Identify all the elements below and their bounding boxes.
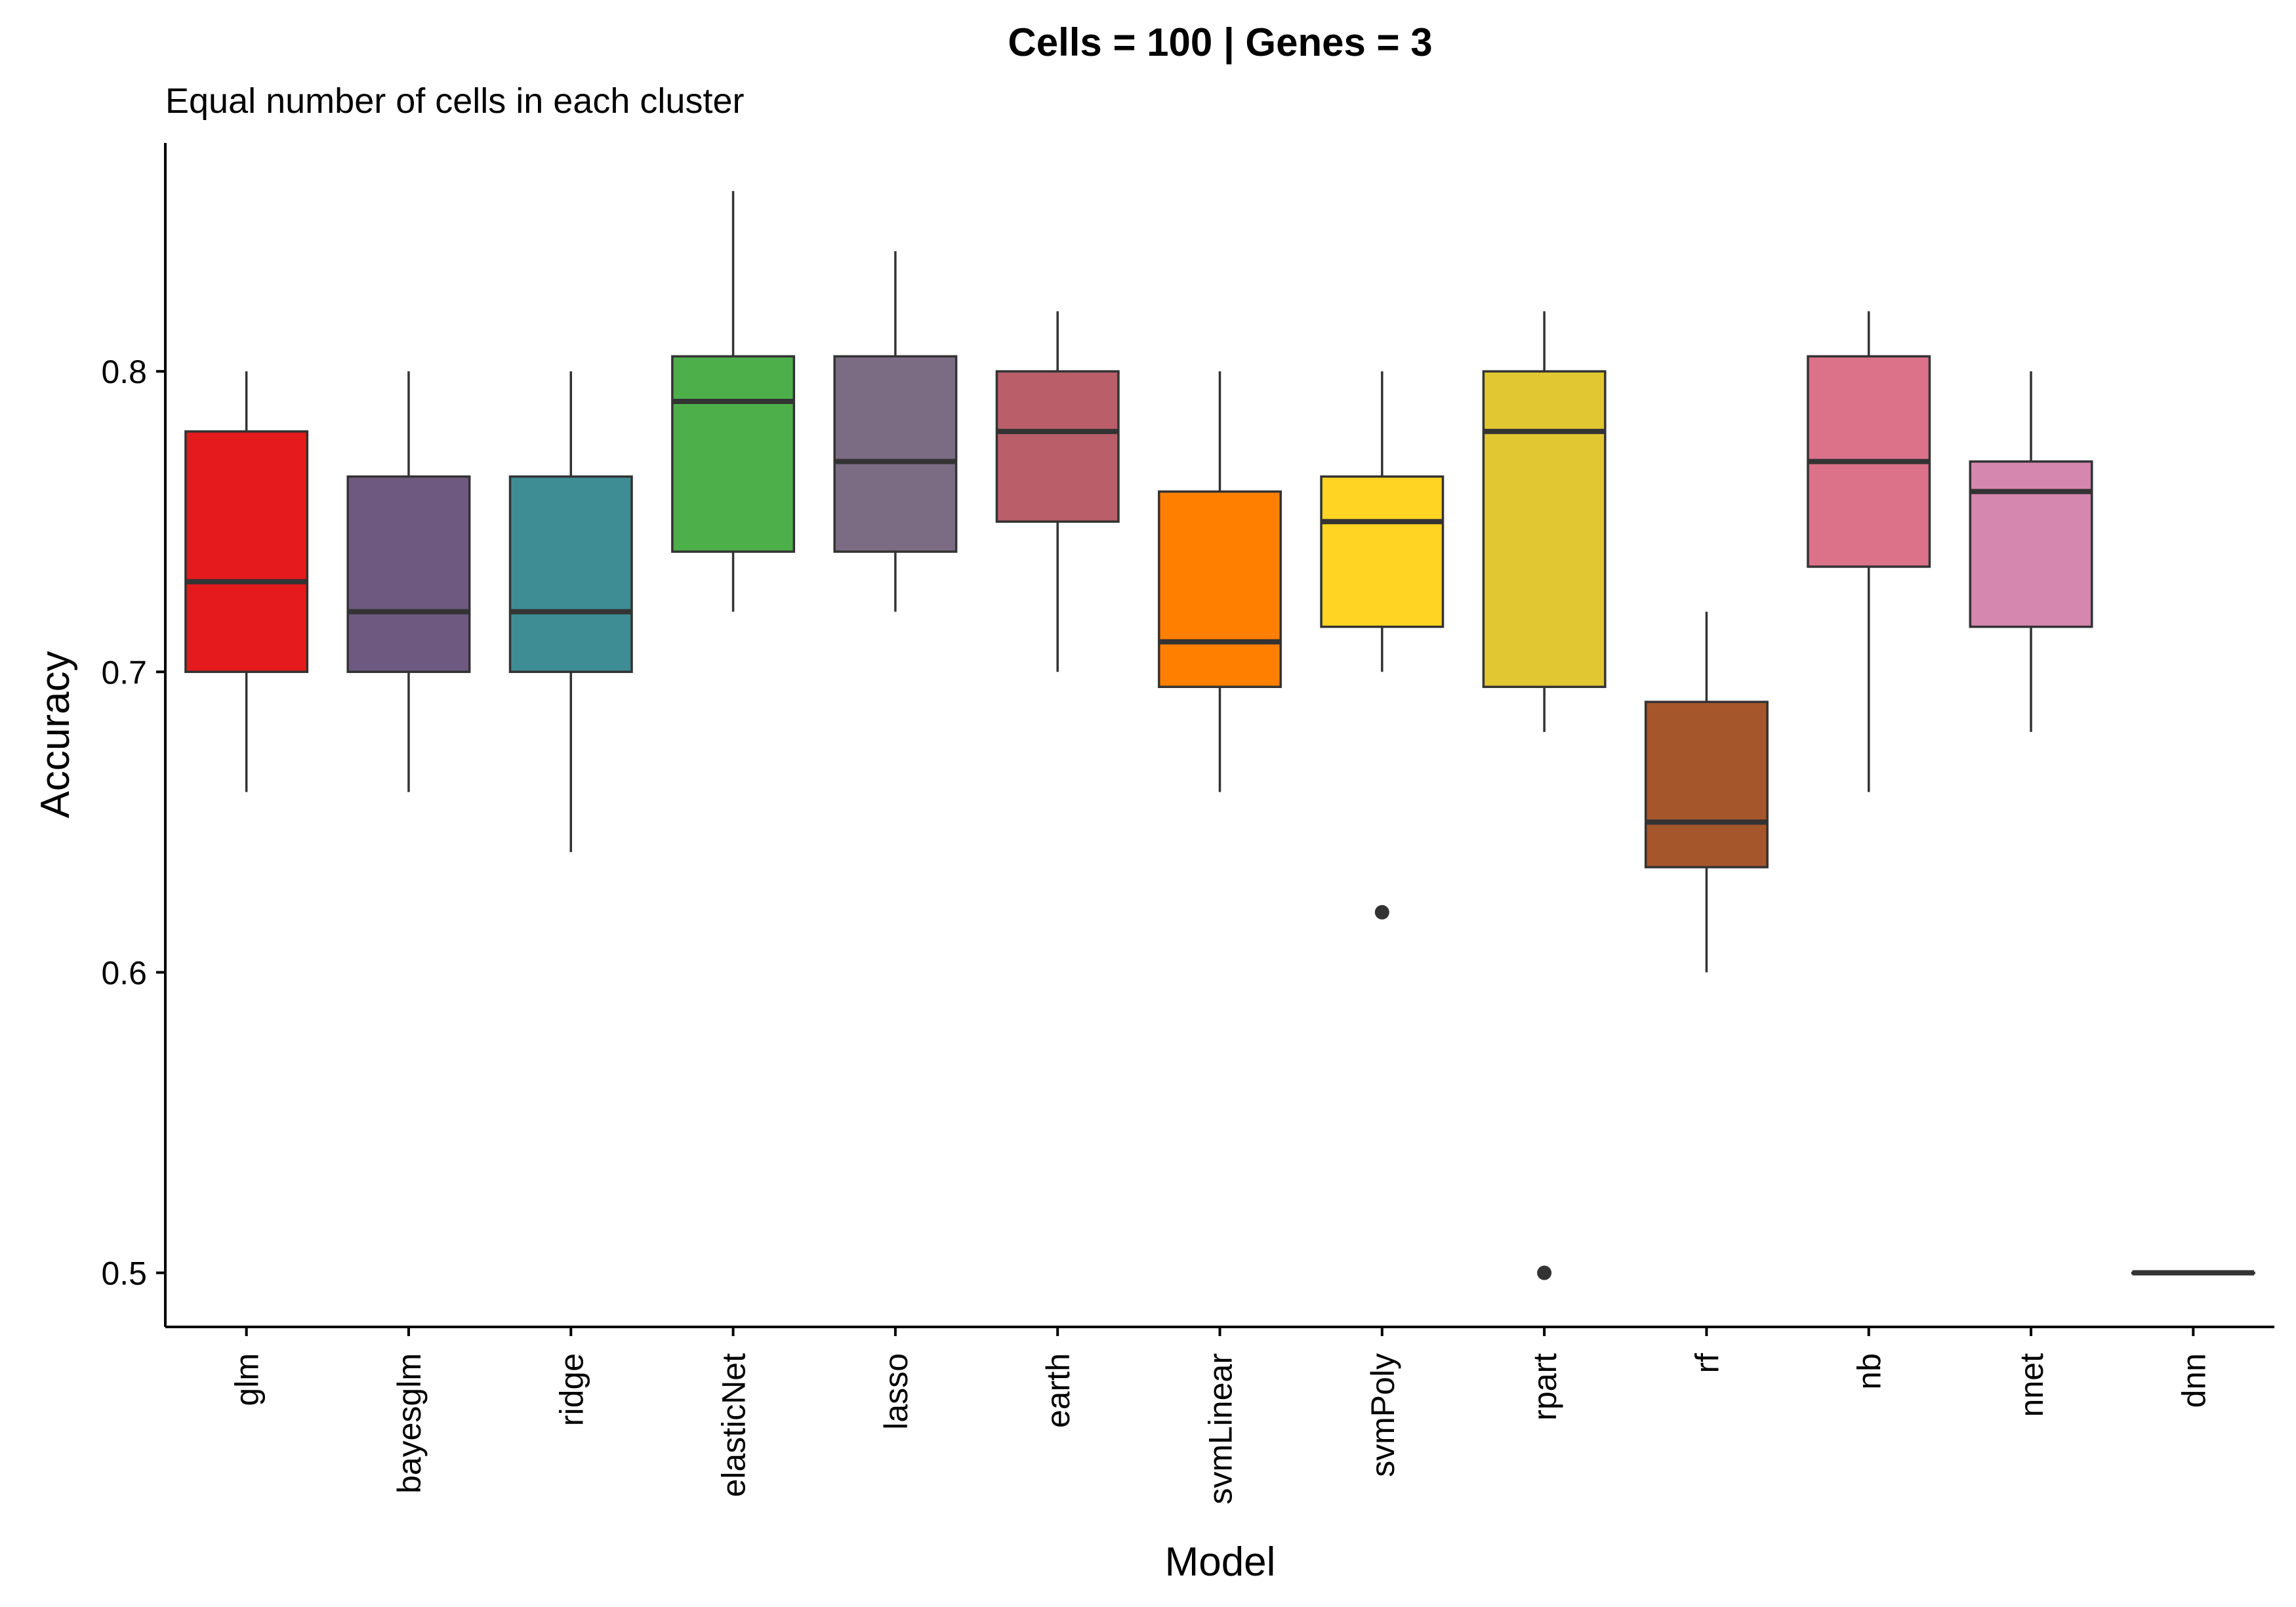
box-body bbox=[1158, 490, 1282, 688]
box-bayesglm bbox=[346, 371, 471, 792]
x-tick-label: svmPoly bbox=[1364, 1353, 1401, 1477]
y-tick-label: 0.5 bbox=[101, 1255, 147, 1292]
x-tick-label: rf bbox=[1689, 1353, 1725, 1373]
boxes-layer bbox=[184, 191, 2255, 1280]
y-ticks-layer: 0.5 0.6 0.7 0.8 bbox=[101, 354, 165, 1292]
box-body bbox=[508, 475, 633, 674]
x-tick-label: nb bbox=[1851, 1353, 1888, 1390]
x-tick-label: nnet bbox=[2013, 1353, 2050, 1417]
x-tick-label: glm bbox=[229, 1353, 266, 1406]
x-tick-label: bayesglm bbox=[391, 1353, 428, 1494]
box-elasticNet bbox=[671, 191, 796, 612]
box-rpart bbox=[1482, 311, 1607, 1280]
x-axis-label: Model bbox=[1165, 1539, 1276, 1585]
box-glm bbox=[184, 371, 309, 792]
x-tick-label: ridge bbox=[553, 1353, 590, 1426]
x-tick-label: elasticNet bbox=[716, 1353, 752, 1497]
x-tick-label: dnn bbox=[2175, 1353, 2212, 1408]
outlier-point bbox=[1537, 1265, 1552, 1280]
box-body bbox=[1482, 370, 1607, 688]
box-body bbox=[346, 475, 471, 674]
box-ridge bbox=[508, 371, 633, 853]
y-tick-label: 0.7 bbox=[101, 654, 147, 691]
box-body bbox=[1969, 460, 2093, 628]
box-body bbox=[995, 370, 1120, 523]
y-axis-label: Accuracy bbox=[33, 651, 78, 819]
box-body bbox=[1320, 475, 1445, 628]
box-svmPoly bbox=[1320, 371, 1445, 920]
x-tick-label: svmLinear bbox=[1202, 1353, 1239, 1505]
box-lasso bbox=[833, 251, 958, 612]
y-tick-label: 0.6 bbox=[101, 954, 147, 991]
x-tick-label: earth bbox=[1040, 1353, 1076, 1428]
box-nnet bbox=[1969, 371, 2093, 732]
y-tick-label: 0.8 bbox=[101, 354, 147, 390]
box-body bbox=[1644, 701, 1769, 868]
chart-subtitle: Equal number of cells in each cluster bbox=[165, 81, 744, 121]
box-earth bbox=[995, 311, 1120, 672]
box-nb bbox=[1807, 311, 1931, 792]
x-ticks-layer: glm bayesglm ridge elasticNet lasso earth svmL… bbox=[229, 1327, 2212, 1505]
box-dnn bbox=[2131, 1270, 2255, 1276]
box-body bbox=[671, 355, 796, 553]
box-body bbox=[833, 355, 958, 553]
box-body bbox=[184, 430, 309, 674]
box-svmLinear bbox=[1158, 371, 1282, 792]
x-tick-label: lasso bbox=[878, 1353, 914, 1430]
box-rf bbox=[1644, 611, 1769, 973]
x-tick-label: rpart bbox=[1527, 1353, 1563, 1421]
chart-title: Cells = 100 | Genes = 3 bbox=[1008, 20, 1432, 65]
outlier-point bbox=[1374, 905, 1389, 920]
